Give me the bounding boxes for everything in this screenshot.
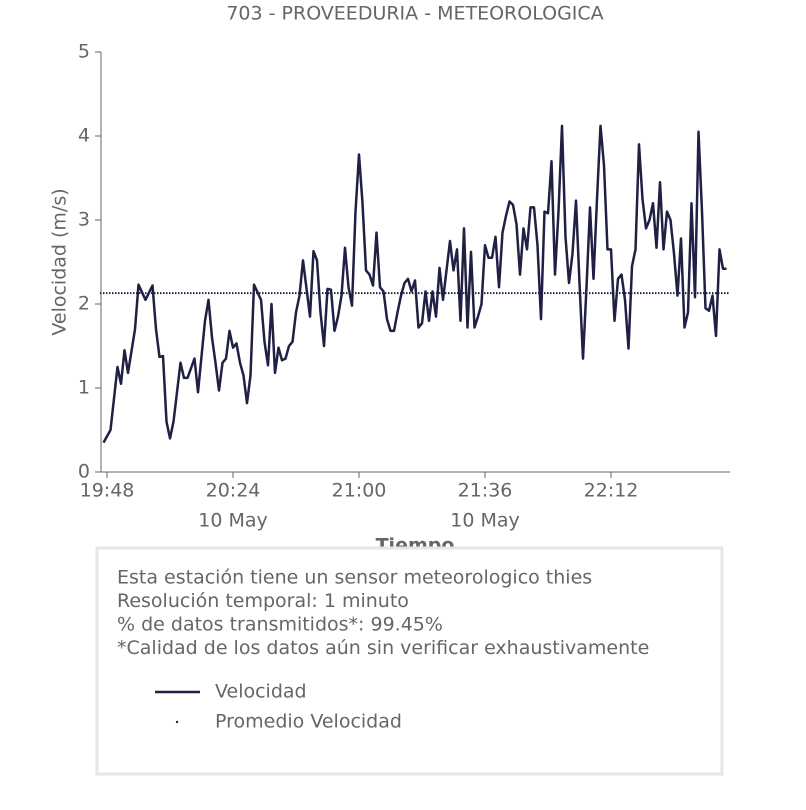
info-line: Esta estación tiene un sensor meteorolog… <box>117 567 592 589</box>
x-tick-date: 10 May <box>198 510 268 532</box>
x-tick-date: 10 May <box>450 510 520 532</box>
info-box <box>95 546 724 776</box>
x-tick-label: 22:12 <box>584 480 639 502</box>
x-tick-label: 20:24 <box>206 480 261 502</box>
y-tick-label: 0 <box>78 461 90 483</box>
chart-title: 703 - PROVEEDURIA - METEOROLOGICA <box>226 3 603 25</box>
y-tick-label: 4 <box>78 125 90 147</box>
y-tick-label: 5 <box>78 41 90 63</box>
line-series <box>102 124 727 444</box>
info-line: *Calidad de los datos aún sin verificar … <box>117 637 649 659</box>
x-tick-label: 21:36 <box>458 480 513 502</box>
info-line: % de datos transmitidos*: 99.45% <box>117 614 443 636</box>
legend-label: Promedio Velocidad <box>215 711 402 733</box>
info-line: Resolución temporal: 1 minuto <box>117 590 409 612</box>
legend-label: Velocidad <box>215 681 307 703</box>
y-tick-label: 1 <box>78 377 90 399</box>
x-tick-label: 19:48 <box>80 480 135 502</box>
x-tick-label: 21:00 <box>332 480 387 502</box>
y-tick-label: 3 <box>78 209 90 231</box>
legend-swatch <box>175 720 179 724</box>
y-axis-label: Velocidad (m/s) <box>49 188 71 335</box>
y-tick-label: 2 <box>78 293 90 315</box>
